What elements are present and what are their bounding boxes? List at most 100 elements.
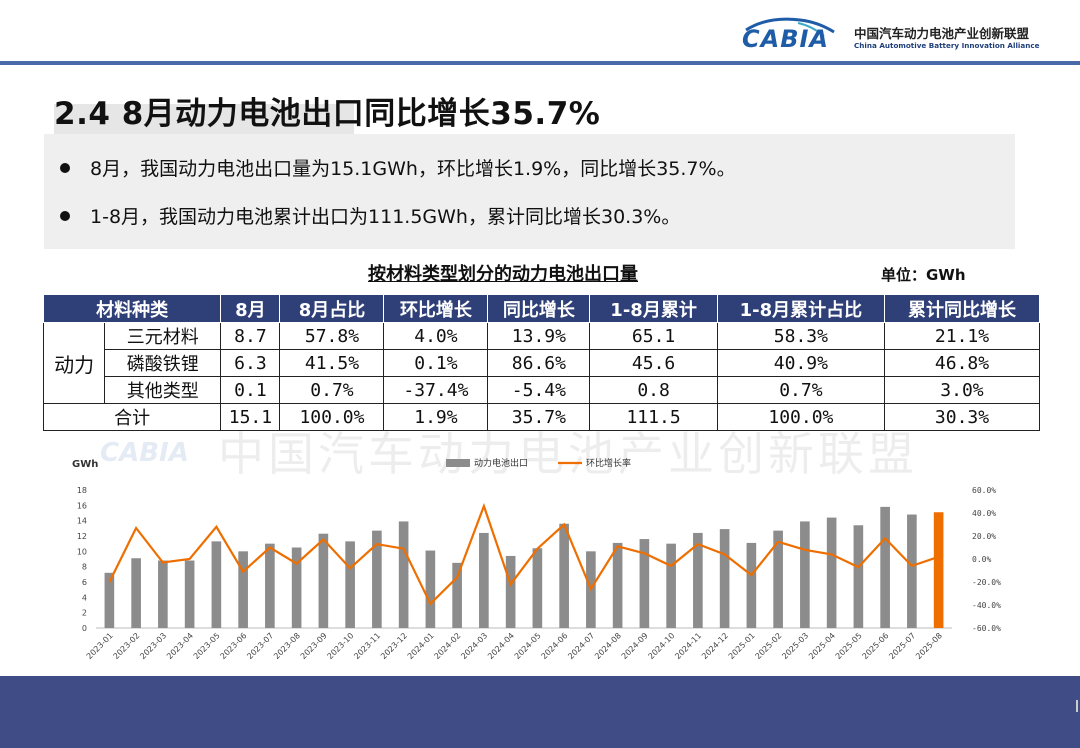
bar-export-volume	[452, 562, 462, 628]
y-tick-label-left: 2	[82, 609, 87, 618]
export-combo-chart: GWh 0 2 4 6 8 10 12 14 16 18 -60.0% -40.0% -20.0% 0.0%…	[72, 457, 1001, 661]
y-tick-label-left: 6	[82, 578, 87, 587]
x-tick-label: 2024-06	[540, 631, 570, 661]
y-tick-label-right: 0.0%	[972, 555, 991, 564]
bar-export-volume	[666, 543, 676, 628]
summary-bullet: 1-8月，我国动力电池累计出口为111.5GWh，累计同比增长30.3%。	[60, 202, 680, 229]
bar-export-volume	[265, 543, 275, 628]
bar-export-volume	[532, 548, 543, 628]
x-tick-label: 2024-07	[566, 631, 596, 661]
summary-bullet: 8月，我国动力电池出口量为15.1GWh，环比增长1.9%，同比增长35.7%。	[60, 154, 736, 181]
table-cell: 0.7%	[716, 376, 885, 404]
bar-export-volume	[800, 521, 810, 628]
x-tick-label: 2023-01	[85, 631, 115, 661]
logo-wordmark: CABIA	[742, 25, 829, 53]
table-cell: 13.9%	[487, 322, 591, 350]
table-cell: 1.9%	[383, 403, 489, 431]
bullet-dot-icon	[60, 162, 70, 173]
bar-export-volume	[372, 530, 382, 628]
x-tick-label: 2023-07	[245, 631, 275, 661]
table-cell: 100.0%	[716, 403, 885, 431]
table-cell: 三元材料	[104, 322, 222, 350]
bar-export-volume	[559, 523, 569, 628]
x-tick-label: 2025-03	[780, 631, 810, 661]
bar-export-volume	[639, 539, 650, 628]
bar-export-volume	[826, 517, 837, 628]
table-row: 其他类型 0.1 0.7% -37.4% -5.4% 0.8 0.7% 3.0%	[44, 376, 1041, 404]
column-header: 同比增长	[487, 294, 591, 323]
table-cell: 0.8	[589, 376, 718, 404]
bar-export-volume	[612, 542, 623, 628]
column-header: 8月占比	[279, 294, 385, 323]
x-tick-label: 2023-10	[326, 631, 356, 661]
table-cell: 0.1%	[383, 349, 489, 377]
table-cell: 0.1	[220, 376, 281, 404]
x-tick-label: 2025-02	[754, 631, 784, 661]
y-axis-unit-label: GWh	[72, 459, 98, 470]
x-tick-label: 2023-06	[219, 631, 249, 661]
org-name-en: China Automotive Battery Innovation Alli…	[854, 41, 1040, 50]
y-tick-label-right: 40.0%	[972, 509, 996, 518]
table-cell: 6.3	[220, 349, 281, 377]
x-tick-label: 2024-11	[673, 631, 703, 661]
table-cell: 磷酸铁锂	[104, 349, 222, 377]
table-cell: 15.1	[220, 403, 281, 431]
bar-export-volume	[719, 529, 730, 628]
x-tick-label: 2025-05	[834, 631, 864, 661]
footer-band	[0, 676, 1080, 748]
bar-export-volume	[104, 572, 115, 628]
x-tick-label: 2024-08	[593, 631, 623, 661]
bar-export-volume	[131, 558, 141, 628]
x-tick-label: 2025-04	[807, 631, 837, 661]
bullet-dot-icon	[60, 210, 70, 221]
table-cell: 111.5	[589, 403, 718, 431]
table-cell: -37.4%	[383, 376, 489, 404]
x-tick-label: 2023-04	[165, 631, 195, 661]
column-header: 1-8月累计	[589, 294, 718, 323]
table-cell: 41.5%	[279, 349, 385, 377]
export-by-material-table: 材料种类 8月 8月占比 环比增长 同比增长 1-8月累计 1-8月累计占比 累…	[42, 294, 1041, 431]
table-cell: 65.1	[589, 322, 718, 350]
table-total-row: 合计 15.1 100.0% 1.9% 35.7% 111.5 100.0% 3…	[42, 403, 1041, 431]
bar-export-volume	[425, 550, 436, 628]
column-header: 材料种类	[42, 294, 222, 323]
table-cell: 40.9%	[716, 349, 885, 377]
table-cell: 46.8%	[883, 349, 1041, 377]
table-cell: 57.8%	[279, 322, 385, 350]
y-tick-label-right: 20.0%	[972, 532, 996, 541]
table-header-row: 材料种类 8月 8月占比 环比增长 同比增长 1-8月累计 1-8月累计占比 累…	[42, 294, 1041, 323]
car-swoosh-icon	[745, 17, 835, 37]
column-header: 1-8月累计占比	[716, 294, 885, 323]
table-unit: 单位：GWh	[881, 266, 966, 284]
bar-export-volume	[238, 551, 248, 628]
group-label-cell: 动力	[42, 322, 106, 404]
x-tick-label: 2023-12	[379, 631, 409, 661]
x-tick-label: 2025-06	[861, 631, 891, 661]
table-cell: 58.3%	[716, 322, 885, 350]
x-tick-label: 2024-01	[406, 631, 436, 661]
y-tick-label-left: 18	[77, 486, 87, 495]
org-name-cn: 中国汽车动力电池产业创新联盟	[854, 26, 1030, 41]
bullet-text: 8月，我国动力电池出口量为15.1GWh，环比增长1.9%，同比增长35.7%。	[90, 158, 736, 180]
x-tick-label: 2024-03	[459, 631, 489, 661]
x-tick-label: 2024-02	[433, 631, 463, 661]
table-cell: 30.3%	[883, 403, 1041, 431]
bar-export-volume	[345, 541, 355, 628]
column-header: 环比增长	[383, 294, 489, 323]
bar-export-volume	[907, 514, 917, 628]
bar-export-volume	[184, 560, 195, 628]
y-tick-label-left: 16	[77, 501, 87, 510]
x-tick-label: 2024-12	[700, 631, 730, 661]
table-cell: 合计	[42, 403, 222, 431]
header-divider	[0, 61, 1080, 65]
bar-export-volume	[398, 521, 409, 628]
x-tick-label: 2024-05	[513, 631, 543, 661]
x-tick-label: 2024-04	[486, 631, 516, 661]
bar-export-volume	[505, 555, 516, 628]
table-cell: 21.1%	[883, 322, 1041, 350]
bar-export-volume	[211, 541, 222, 628]
line-mom-growth	[108, 502, 939, 606]
x-tick-label: 2024-09	[620, 631, 650, 661]
table-cell: 3.0%	[883, 376, 1041, 404]
bar-export-volume	[318, 533, 329, 628]
